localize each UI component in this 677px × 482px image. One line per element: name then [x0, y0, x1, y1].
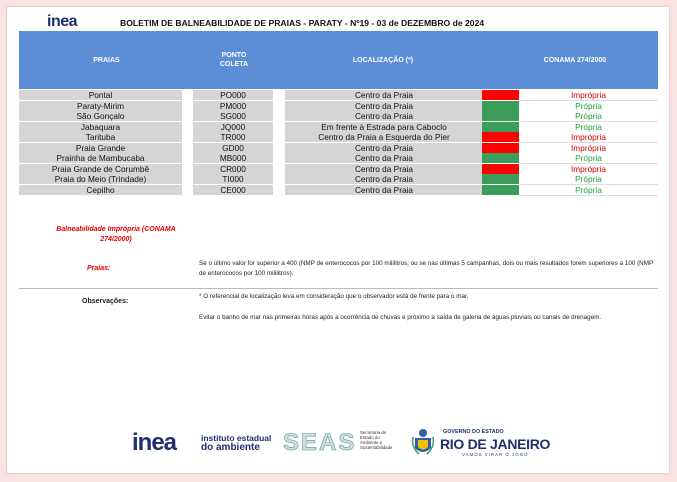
collection-point-code: CR000 [193, 163, 273, 174]
location: Centro da Praia [285, 174, 483, 184]
table-header: PRAIAS PONTO COLETA LOCALIZAÇÃO (*) CONA… [19, 31, 658, 89]
inea-sub-line-1: instituto estadual [201, 433, 272, 443]
status-color-indicator [482, 132, 519, 142]
collection-point-code: TR000 [193, 132, 273, 142]
location: Centro da Praia [285, 142, 483, 153]
beach-name: Prainha de Mambucaba [19, 153, 182, 163]
table-row: Paraty-Mirim PM000 Centro da Praia Própria [19, 100, 658, 112]
collection-point-code: PO000 [193, 90, 273, 100]
praias-criteria-text: Se o último valor for superior a 400 (NM… [199, 260, 654, 277]
praias-label: Praias: [87, 265, 111, 272]
collection-point-code: MB000 [193, 153, 273, 163]
beach-name: Tarituba [19, 132, 182, 142]
status-color-indicator [482, 90, 519, 100]
table-row: Jabaquara JQ000 Em frente à Estrada para C… [19, 121, 658, 133]
header: inea BOLETIM DE BALNEABILIDADE DE PRAIAS… [47, 13, 647, 31]
inea-logo: inea [47, 13, 78, 30]
header-conama: CONAMA 274/2000 [543, 56, 607, 64]
header-praias: PRAIAS [93, 56, 120, 64]
location: Centro da Praia [285, 100, 483, 111]
beach-name: Praia do Meio (Trindade) [19, 174, 182, 184]
seas-subtitle: Secretaria de Estado do Ambiente e Suste… [360, 430, 392, 450]
bulletin-title: BOLETIM DE BALNEABILIDADE DE PRAIAS - PA… [120, 18, 485, 28]
classification: Própria [519, 153, 658, 164]
status-color-indicator [482, 184, 519, 195]
status-color-indicator [482, 163, 519, 174]
balneabilidade-impropria-note: Balneabilidade Imprópria (CONAMA 274/200… [56, 226, 176, 243]
classification: Própria [519, 184, 658, 196]
location: Centro da Praia [285, 111, 483, 121]
beach-name: Pontal [19, 90, 182, 100]
bulletin-page: inea BOLETIM DE BALNEABILIDADE DE PRAIAS… [6, 6, 670, 474]
vamos-virar-slogan: VAMOS VIRAR O JOGO [462, 452, 529, 457]
beach-name: Jabaquara [19, 121, 182, 132]
table-row: Prainha de Mambucaba MB000 Centro da Praia… [19, 153, 658, 164]
beach-name: Praia Grande de Corumbê [19, 163, 182, 174]
collection-point-code: PM000 [193, 100, 273, 111]
header-ponto-coleta: PONTO COLETA [194, 31, 274, 89]
table-row: Praia Grande GD00 Centro da Praia Imprópria [19, 142, 658, 154]
status-color-indicator [482, 142, 519, 153]
collection-point-code: CE000 [193, 184, 273, 195]
table-row: Praia Grande de Corumbê CR000 Centro da Pr… [19, 163, 658, 175]
footer-logos: inea instituto estadual do ambiente SEAS… [7, 425, 669, 465]
seas-sub-line-2: Estado do [360, 435, 380, 440]
observation-1: * O referencial de localização leva em c… [199, 293, 469, 300]
classification: Imprópria [519, 142, 658, 154]
classification: Própria [519, 100, 658, 112]
classification: Imprópria [519, 163, 658, 175]
classification: Própria [519, 121, 658, 133]
inea-footer-subtitle: instituto estadual do ambiente [201, 433, 272, 453]
beach-name: Paraty-Mirim [19, 100, 182, 111]
location: Centro da Praia [285, 163, 483, 174]
governo-label: GOVERNO DO ESTADO [443, 429, 504, 435]
location: Centro da Praia [285, 90, 483, 100]
classification: Imprópria [519, 90, 658, 101]
seas-sub-line-4: Sustentabilidade [360, 445, 393, 450]
inea-footer-logo: inea [132, 429, 177, 456]
status-color-indicator [482, 100, 519, 111]
notes-divider [19, 288, 658, 289]
collection-point-code: JQ000 [193, 121, 273, 132]
beach-name: Cepilho [19, 184, 182, 195]
location: Centro da Praia a Esquerda do Pier [285, 132, 483, 142]
table-row: Praia do Meio (Trindade) TI000 Centro da P… [19, 174, 658, 185]
header-ponto-coleta-label: PONTO COLETA [219, 52, 249, 68]
seas-logo: SEAS [283, 429, 357, 457]
classification: Própria [519, 111, 658, 122]
table-row: Tarituba TR000 Centro da Praia a Esquerda … [19, 132, 658, 143]
observacoes-label: Observações: [82, 298, 129, 305]
location: Em frente à Estrada para Caboclo [285, 121, 483, 132]
header-localizacao: LOCALIZAÇÃO (*) [352, 56, 414, 64]
observation-2: Evitar o banho de mar nas primeiras hora… [199, 314, 602, 321]
rio-de-janeiro-logo: RIO DE JANEIRO [440, 436, 551, 452]
status-color-indicator [482, 111, 519, 121]
location: Centro da Praia [285, 184, 483, 195]
table-row: São Gonçalo SG000 Centro da Praia Própria [19, 111, 658, 122]
inea-sub-line-2: do ambiente [201, 442, 260, 453]
beach-name: São Gonçalo [19, 111, 182, 121]
seas-sub-line-3: Ambiente e [360, 440, 383, 445]
location: Centro da Praia [285, 153, 483, 163]
collection-point-code: TI000 [193, 174, 273, 184]
rj-coat-of-arms-icon [411, 429, 435, 455]
seas-sub-line-1: Secretaria de [360, 430, 387, 435]
classification: Imprópria [519, 132, 658, 143]
table-row: Cepilho CE000 Centro da Praia Própria [19, 184, 658, 196]
status-color-indicator [482, 121, 519, 132]
beach-name: Praia Grande [19, 142, 182, 153]
collection-point-code: SG000 [193, 111, 273, 121]
status-color-indicator [482, 174, 519, 184]
classification: Própria [519, 174, 658, 185]
collection-point-code: GD00 [193, 142, 273, 153]
status-color-indicator [482, 153, 519, 163]
table-row: Pontal PO000 Centro da Praia Imprópria [19, 90, 658, 101]
